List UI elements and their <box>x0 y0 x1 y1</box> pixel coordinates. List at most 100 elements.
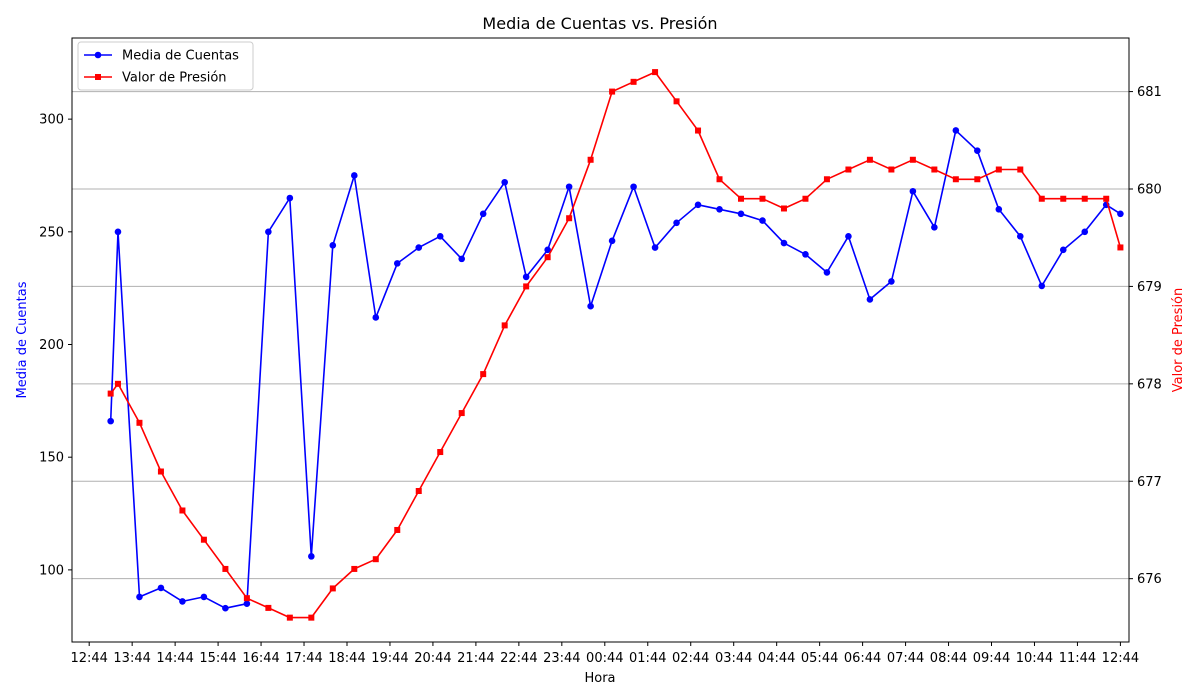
series-0-point-36 <box>866 296 874 303</box>
series-0-point-45 <box>1059 246 1067 254</box>
series-1-point-44 <box>1038 195 1045 202</box>
x-tick-label-12: 00:44 <box>586 651 623 666</box>
legend: Media de Cuentas Valor de Presión <box>77 41 254 91</box>
y-right-axis: 676 677 678 679 680 681 <box>1129 85 1162 587</box>
series-1-point-17 <box>458 410 465 417</box>
series-1-point-36 <box>866 156 873 163</box>
series-0-point-32 <box>780 239 788 247</box>
series-1-point-45 <box>1060 195 1067 202</box>
series-1-point-35 <box>845 166 852 173</box>
x-tick-label-1: 13:44 <box>113 651 150 666</box>
series-0-point-4 <box>179 598 186 605</box>
series-0-point-24 <box>608 237 616 245</box>
x-tick-label-22: 10:44 <box>1016 651 1053 666</box>
x-tick-label-16: 04:44 <box>758 651 795 666</box>
x-tick-label-10: 22:44 <box>500 651 537 666</box>
y-right-axis-label: Valor de Presión <box>1171 288 1186 393</box>
series-1-point-27 <box>673 98 680 105</box>
series-layer <box>107 69 1124 621</box>
series-0-point-2 <box>136 593 143 601</box>
legend-marker-series-0 <box>94 51 102 59</box>
series-1-point-33 <box>802 195 809 202</box>
x-tick-label-11: 23:44 <box>543 651 580 666</box>
series-1-point-26 <box>652 69 659 76</box>
series-0-point-13 <box>372 314 380 321</box>
series-0-point-41 <box>974 147 981 154</box>
x-tick-label-15: 03:44 <box>715 651 752 666</box>
series-1-point-23 <box>587 156 594 163</box>
y-left-axis: 100 150 200 250 300 <box>39 113 72 578</box>
series-1-point-31 <box>759 195 766 202</box>
series-0-point-31 <box>759 217 766 224</box>
series-1-point-9 <box>286 614 293 621</box>
series-0-point-20 <box>522 273 530 281</box>
series-1-point-15 <box>415 488 422 494</box>
series-0-point-38 <box>909 187 917 195</box>
x-tick-label-2: 14:44 <box>156 651 193 666</box>
series-0-point-3 <box>157 584 165 592</box>
series-0-point-48 <box>1117 210 1124 218</box>
series-1-point-2 <box>136 419 143 426</box>
series-1-point-10 <box>308 614 315 621</box>
series-0-point-21 <box>544 246 551 254</box>
x-tick-label-7: 19:44 <box>371 651 408 666</box>
series-1-point-34 <box>823 176 830 183</box>
x-tick-label-9: 21:44 <box>457 651 494 666</box>
x-tick-label-6: 18:44 <box>328 651 365 666</box>
y-left-axis-label: Media de Cuentas <box>15 281 30 398</box>
series-0-point-10 <box>308 553 315 560</box>
grid <box>72 91 1129 580</box>
series-1-point-5 <box>200 536 207 543</box>
series-1-point-4 <box>179 507 186 514</box>
series-1-point-24 <box>609 88 616 95</box>
series-0-point-22 <box>565 183 573 191</box>
series-0-point-14 <box>393 260 401 267</box>
x-tick-label-20: 08:44 <box>930 651 967 666</box>
series-1-point-42 <box>995 166 1002 173</box>
series-0-point-26 <box>651 244 659 251</box>
series-1-point-18 <box>480 371 487 378</box>
series-0-point-12 <box>350 172 358 179</box>
series-1-point-25 <box>630 78 637 85</box>
series-1-point-6 <box>222 565 229 572</box>
legend-marker-series-1 <box>95 74 101 80</box>
y-left-tick-label-2: 200 <box>39 338 64 353</box>
series-0-point-5 <box>200 593 208 601</box>
x-tick-label-8: 20:44 <box>414 651 451 666</box>
y-left-tick-label-4: 300 <box>39 113 64 128</box>
y-left-tick-label-1: 150 <box>39 451 64 466</box>
series-1-point-38 <box>909 156 916 163</box>
legend-frame <box>77 41 254 91</box>
x-tick-label-23: 11:44 <box>1059 651 1096 666</box>
series-0-point-28 <box>694 201 702 209</box>
series-1-point-46 <box>1081 195 1088 202</box>
series-0-point-6 <box>222 604 229 612</box>
series-1-point-11 <box>329 585 336 592</box>
series-0-point-40 <box>952 127 960 134</box>
series-1-point-28 <box>695 127 702 134</box>
series-0-point-18 <box>479 210 487 218</box>
series-1-point-19 <box>501 322 508 329</box>
y-right-tick-label-4: 680 <box>1137 183 1162 198</box>
series-1-point-41 <box>974 176 981 183</box>
series-0-point-7 <box>243 600 251 607</box>
series-0-point-27 <box>673 219 680 227</box>
series-0-point-1 <box>114 228 122 236</box>
series-0-point-33 <box>802 251 809 258</box>
y-right-tick-label-1: 677 <box>1137 475 1162 490</box>
plot-frame <box>71 37 1130 643</box>
series-0-point-17 <box>458 255 466 263</box>
series-0-point-37 <box>888 278 895 285</box>
x-axis-label: Hora <box>584 671 615 686</box>
series-1-point-0 <box>107 390 114 397</box>
x-tick-label-14: 02:44 <box>672 651 709 666</box>
series-0-point-23 <box>587 302 594 310</box>
series-0-line <box>109 129 1121 610</box>
series-1-point-16 <box>437 449 444 456</box>
series-0-point-25 <box>630 183 637 191</box>
x-tick-label-24: 12:44 <box>1102 651 1139 666</box>
x-tick-label-5: 17:44 <box>285 651 322 666</box>
series-0-point-16 <box>436 233 444 240</box>
series-1-point-14 <box>394 526 401 533</box>
